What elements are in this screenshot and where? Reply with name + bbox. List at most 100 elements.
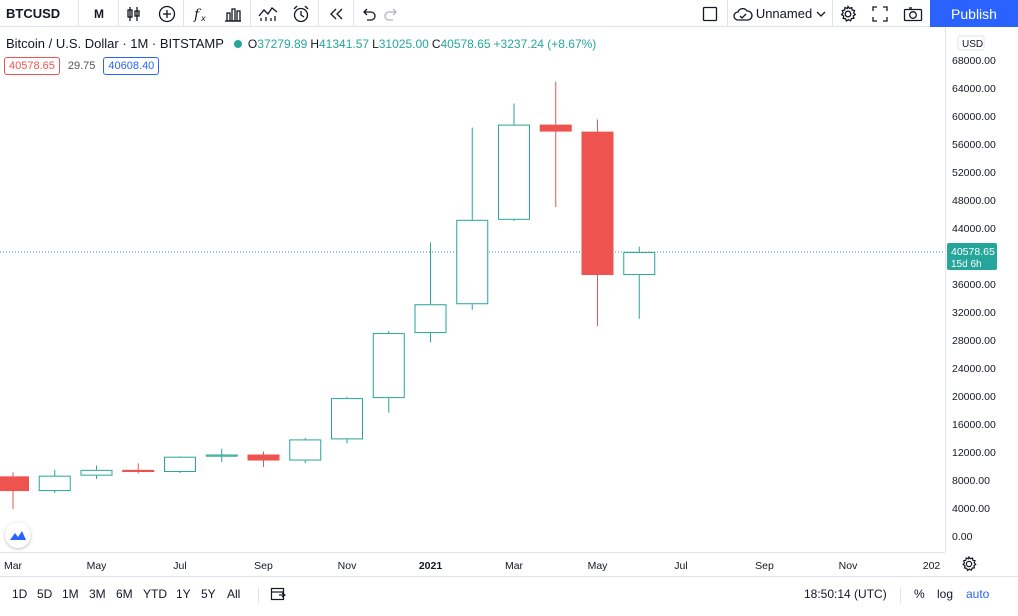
market-status-dot — [233, 39, 242, 48]
chart-type-icon[interactable] — [255, 0, 281, 27]
candle-body — [289, 439, 322, 461]
candle — [247, 451, 280, 467]
divider — [832, 0, 833, 27]
last-price-label: 40578.65 — [951, 246, 995, 258]
candle-body — [456, 219, 489, 305]
time-tick-label: May — [87, 560, 108, 572]
chevron-down-icon[interactable] — [814, 0, 828, 27]
price-tick-label: 4000.00 — [952, 503, 990, 515]
candle — [414, 242, 447, 343]
candle — [456, 127, 489, 310]
range-5d-button[interactable]: 5D — [37, 587, 53, 601]
time-tick-label: Sep — [755, 560, 774, 572]
candle — [38, 469, 71, 493]
candle-body — [80, 469, 113, 476]
divider — [353, 0, 354, 27]
publish-button[interactable]: Publish — [930, 0, 1018, 27]
interval-button[interactable]: M — [94, 6, 104, 21]
range-all-button[interactable]: All — [227, 587, 241, 601]
time-tick-label: Jul — [173, 560, 186, 572]
last-price-badge — [947, 242, 997, 270]
bar-style-icon[interactable] — [122, 0, 146, 27]
range-6m-button[interactable]: 6M — [116, 587, 133, 601]
tradingview-logo-icon[interactable] — [5, 522, 31, 548]
price-tick-label: 36000.00 — [952, 279, 996, 291]
divider — [118, 0, 119, 27]
price-tick-label: 24000.00 — [952, 363, 996, 375]
utc-clock[interactable]: 18:50:14 (UTC) — [804, 587, 887, 601]
chart-settings-gear-icon[interactable] — [960, 555, 978, 573]
time-tick-label: Mar — [4, 560, 23, 572]
legend-low-label: L — [372, 36, 379, 51]
fullscreen-icon[interactable] — [868, 0, 892, 27]
buy-sell-buttons: 40578.65 29.75 40608.40 — [4, 57, 160, 75]
undo-icon[interactable] — [357, 0, 379, 27]
candle — [80, 465, 113, 480]
range-3m-button[interactable]: 3M — [89, 587, 106, 601]
alert-icon[interactable] — [288, 0, 314, 27]
price-tick-label: 0.00 — [952, 531, 973, 543]
divider — [258, 587, 259, 603]
price-tick-label: 8000.00 — [952, 475, 990, 487]
candle-body — [38, 475, 71, 492]
candle-body — [164, 456, 196, 473]
price-scale: 68000.00 64000.00 60000.00 56000.00 52000.00… — [947, 35, 997, 543]
percent-scale-button[interactable]: % — [914, 587, 925, 601]
legend-close: 40578.65 — [440, 36, 491, 51]
range-1y-button[interactable]: 1Y — [176, 587, 191, 601]
add-compare-icon[interactable] — [155, 0, 179, 27]
price-axis[interactable]: 68000.00 64000.00 60000.00 56000.00 52000.00… — [945, 27, 1018, 552]
auto-scale-button[interactable]: auto — [966, 587, 990, 601]
candle-body — [122, 469, 155, 473]
legend-open-label: O — [247, 36, 258, 51]
candle-body — [498, 124, 530, 220]
cloud-save-icon[interactable] — [731, 0, 755, 27]
time-tick-label: 2021 — [419, 560, 443, 572]
replay-icon[interactable] — [323, 0, 349, 27]
legend-title: Bitcoin / U.S. Dollar · 1M · BITSTAMP — [6, 36, 224, 51]
candle-body — [0, 476, 29, 492]
legend-open: 37279.89 — [257, 36, 308, 51]
candle-body — [539, 124, 572, 132]
candle-body — [623, 251, 656, 276]
svg-text:f: f — [193, 7, 202, 23]
gear-icon[interactable] — [836, 0, 860, 27]
templates-icon[interactable] — [220, 0, 246, 27]
price-tick-label: 56000.00 — [952, 139, 996, 151]
sell-button[interactable]: 40578.65 — [4, 57, 60, 75]
time-tick-label: Jul — [674, 560, 687, 572]
select-layout-icon[interactable] — [698, 0, 722, 27]
layout-name[interactable]: Unnamed — [755, 6, 813, 21]
legend-low: 31025.00 — [378, 36, 429, 51]
legend-close-label: C — [431, 36, 441, 51]
time-axis[interactable]: Mar May Jul Sep Nov 2021 Mar May Jul Sep Nov 202 — [0, 552, 945, 576]
chart-pane[interactable] — [0, 27, 945, 552]
candle — [205, 448, 238, 463]
time-scale: Mar May Jul Sep Nov 2021 Mar May Jul Sep Nov 202 — [4, 560, 940, 572]
divider — [318, 0, 319, 27]
redo-icon[interactable] — [381, 0, 403, 27]
range-1m-button[interactable]: 1M — [62, 587, 79, 601]
range-ytd-button[interactable]: YTD — [143, 587, 167, 601]
goto-date-icon[interactable] — [270, 586, 287, 607]
price-tick-label: 28000.00 — [952, 335, 996, 347]
candle-body — [372, 333, 405, 399]
time-tick-label: May — [588, 560, 609, 572]
candle — [581, 119, 614, 326]
divider — [78, 0, 79, 27]
price-tick-label: 52000.00 — [952, 167, 996, 179]
range-1d-button[interactable]: 1D — [12, 587, 28, 601]
price-tick-label: 60000.00 — [952, 111, 996, 123]
price-tick-label: 32000.00 — [952, 307, 996, 319]
camera-icon[interactable] — [900, 0, 926, 27]
divider — [900, 587, 901, 603]
symbol-search-button[interactable]: BTCUSD — [6, 6, 61, 21]
buy-button[interactable]: 40608.40 — [103, 57, 160, 75]
log-scale-button[interactable]: log — [937, 587, 954, 601]
currency-label: USD — [962, 39, 983, 50]
divider — [727, 0, 728, 27]
range-5y-button[interactable]: 5Y — [201, 587, 216, 601]
spread-value: 29.75 — [67, 60, 96, 72]
